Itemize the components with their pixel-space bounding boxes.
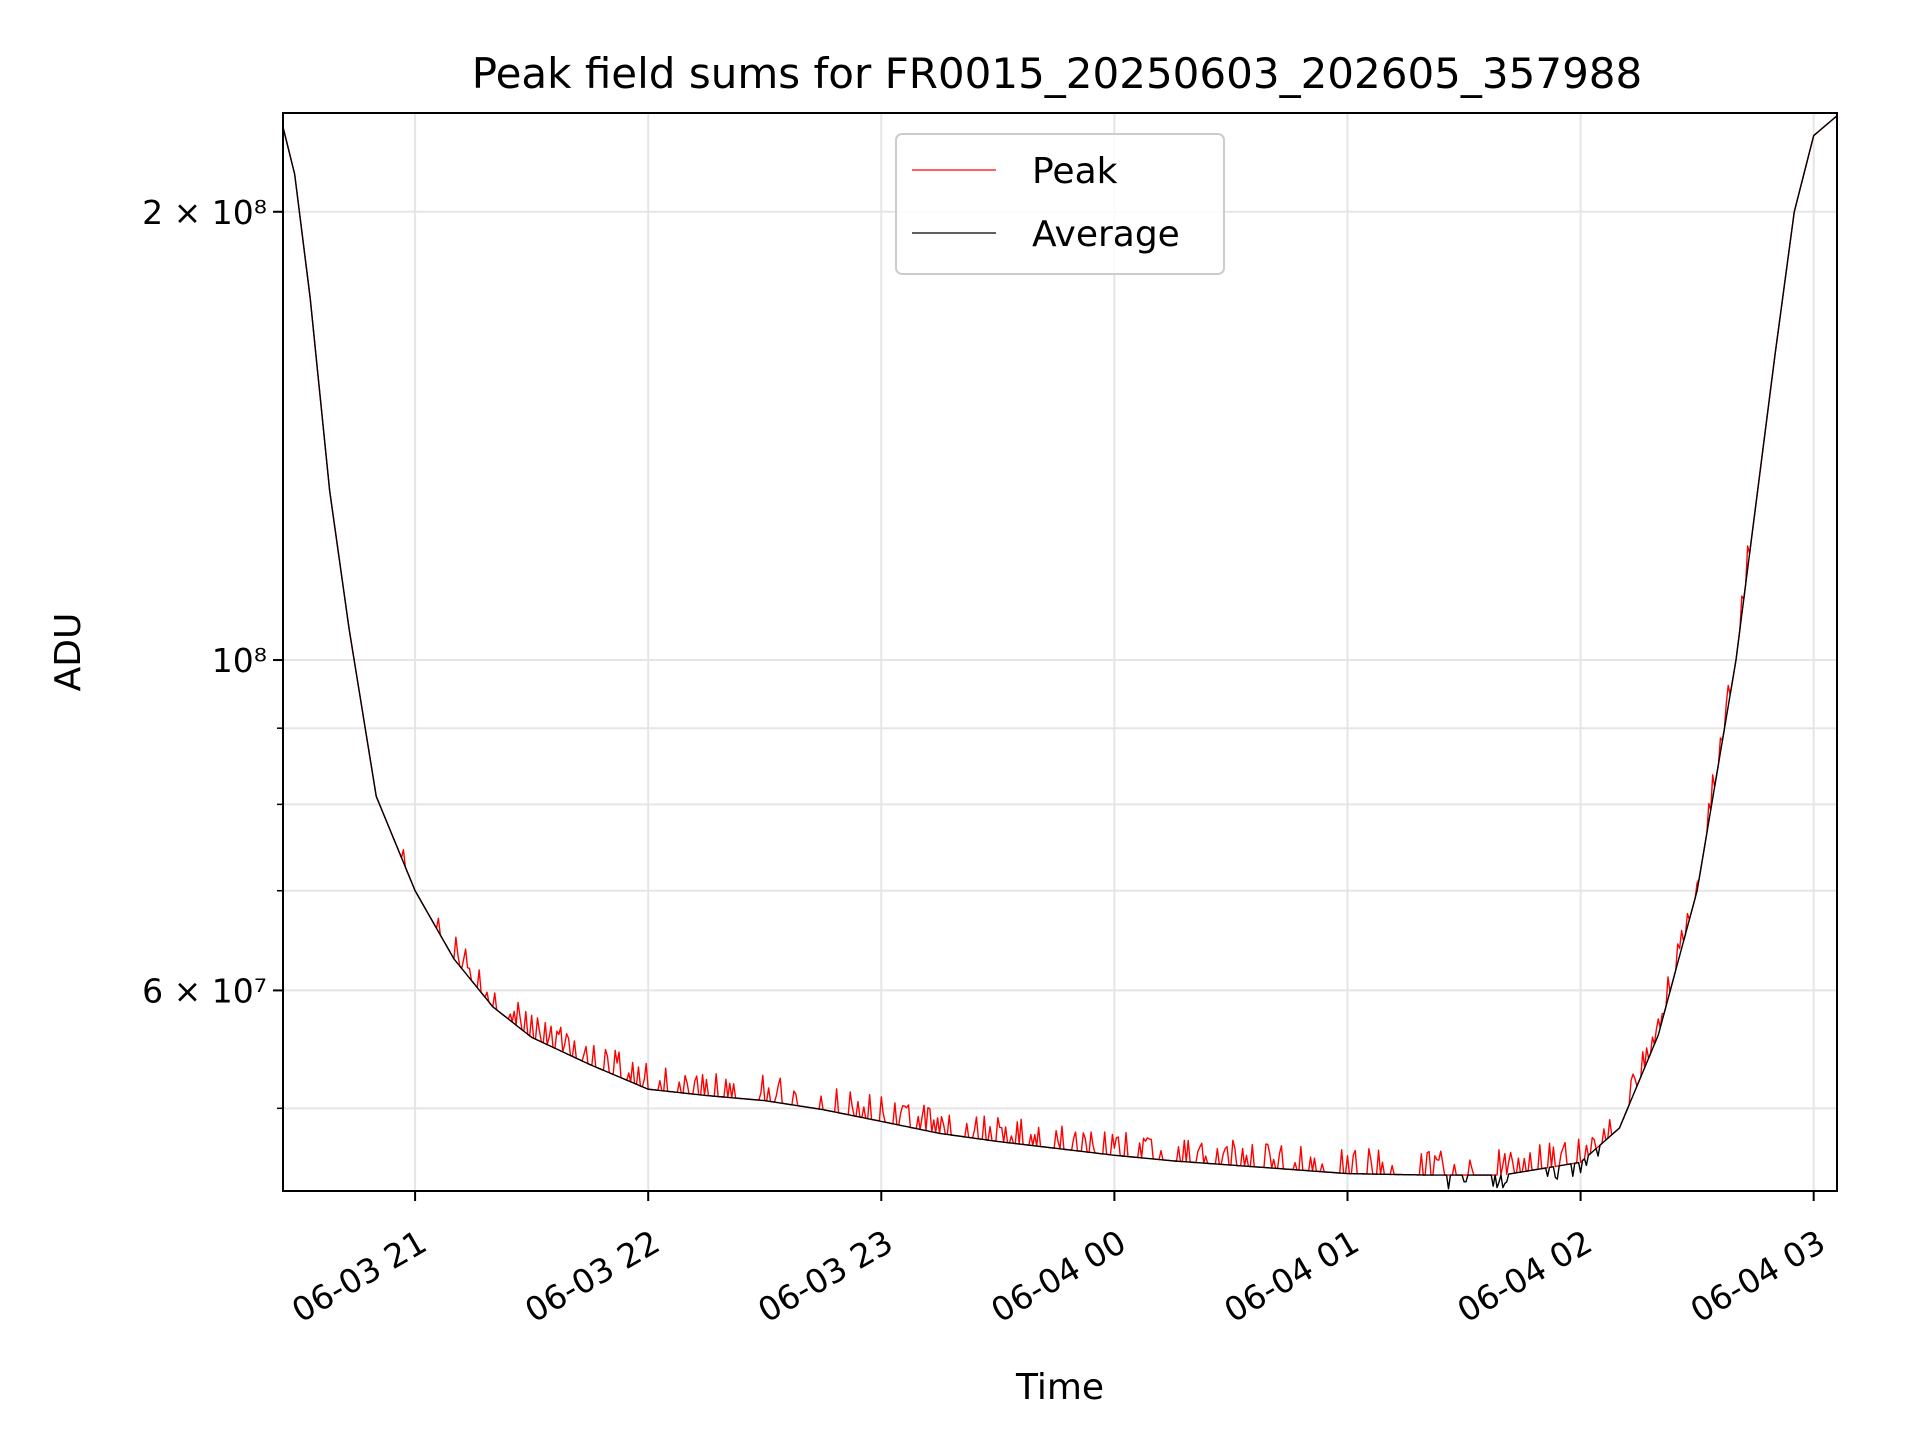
x-axis-label: Time bbox=[1015, 1367, 1104, 1408]
y-tick-label: 2 × 10⁸ bbox=[142, 193, 267, 232]
series-layer bbox=[283, 115, 1837, 1190]
plot-area-frame bbox=[282, 112, 1838, 1192]
y-tick-label: 6 × 10⁷ bbox=[142, 971, 267, 1010]
series-line-average bbox=[283, 115, 1837, 1190]
chart-title: Peak field sums for FR0015_20250603_2026… bbox=[472, 49, 1642, 98]
y-axis: 2 × 10⁸ 10⁸ 6 × 10⁷ bbox=[142, 193, 283, 1110]
legend-box bbox=[895, 133, 1225, 275]
y-tick-label: 10⁸ bbox=[212, 641, 267, 680]
grid bbox=[283, 113, 1837, 1191]
legend-label-peak: Peak bbox=[1032, 151, 1118, 192]
y-axis-label: ADU bbox=[48, 613, 89, 692]
legend: Peak Average bbox=[895, 133, 1225, 275]
legend-label-average: Average bbox=[1032, 214, 1180, 255]
